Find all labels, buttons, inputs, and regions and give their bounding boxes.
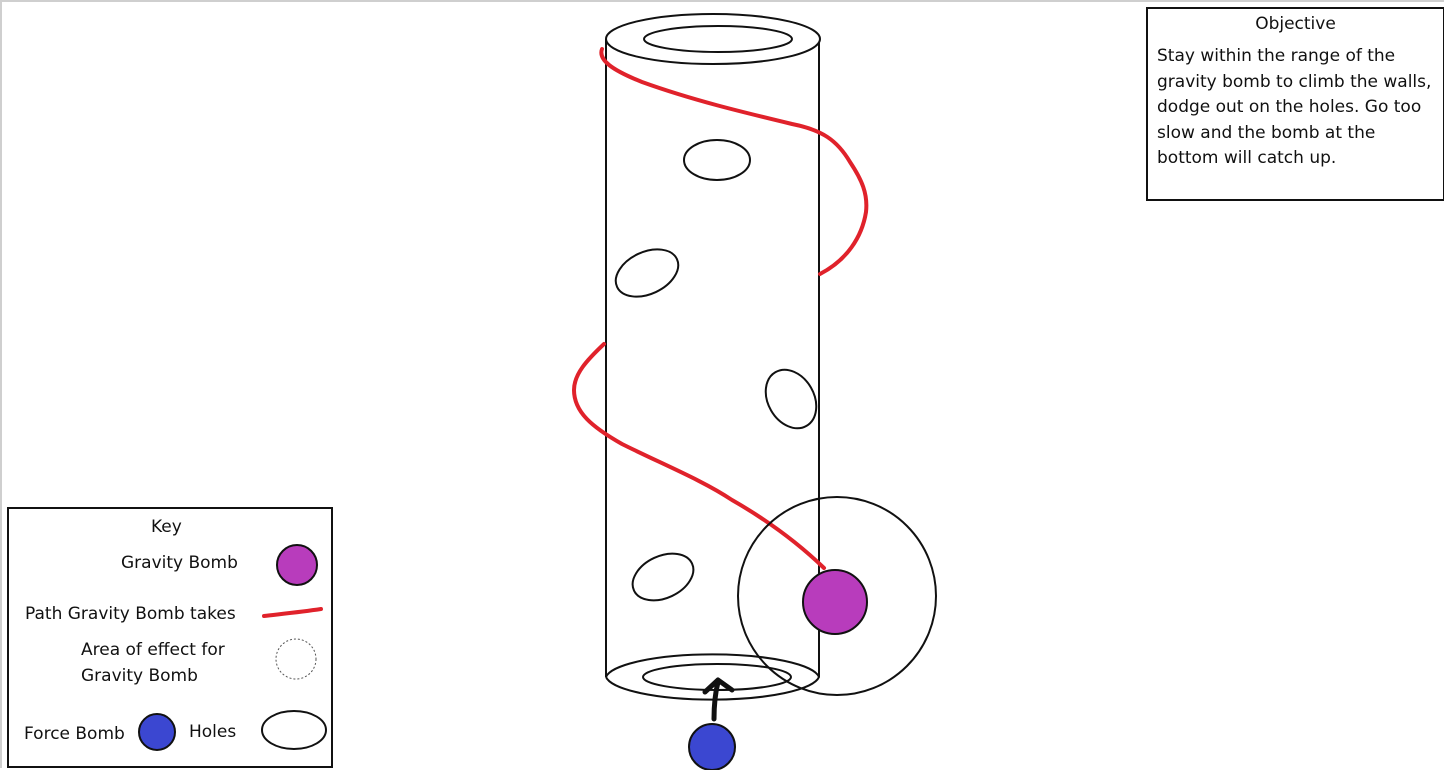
- legend-area-label-line1: Area of effect for: [81, 640, 225, 660]
- tower-top-inner-rim: [643, 25, 793, 53]
- tower-bottom-outer-rim: [605, 653, 821, 701]
- legend-force-bomb-label: Force Bomb: [24, 724, 125, 744]
- area-of-effect-circle: [737, 496, 937, 696]
- objective-title: Objective: [1255, 14, 1336, 34]
- hole-4: [631, 552, 695, 602]
- legend-area-swatch: [275, 638, 317, 680]
- objective-panel: Objective Stay within the range of the g…: [1146, 7, 1444, 201]
- hole-3: [764, 368, 818, 430]
- legend-holes-swatch: [261, 710, 327, 750]
- force-bomb-arrow-head: [702, 677, 735, 695]
- legend-gravity-bomb-swatch: [276, 544, 318, 586]
- legend-path-swatch: [262, 607, 323, 618]
- legend-holes-label: Holes: [189, 722, 237, 742]
- legend-path-label: Path Gravity Bomb takes: [25, 604, 236, 624]
- force-bomb-arrow: [711, 679, 721, 722]
- hole-2: [614, 248, 680, 298]
- hole-1: [683, 139, 751, 181]
- key-title: Key: [151, 517, 182, 537]
- gravity-bomb-path-upper: [599, 47, 869, 276]
- key-legend: Key Gravity Bomb Path Gravity Bomb takes…: [7, 507, 333, 768]
- legend-area-label-line2: Gravity Bomb: [81, 666, 198, 686]
- force-bomb: [688, 723, 736, 770]
- gravity-bomb-path-lower: [571, 342, 826, 570]
- gravity-bomb: [802, 569, 868, 635]
- legend-force-bomb-swatch: [138, 713, 176, 751]
- objective-text: Stay within the range of the gravity bom…: [1157, 46, 1432, 168]
- legend-gravity-bomb-label: Gravity Bomb: [121, 553, 238, 573]
- tower-top-outer-rim: [605, 13, 821, 65]
